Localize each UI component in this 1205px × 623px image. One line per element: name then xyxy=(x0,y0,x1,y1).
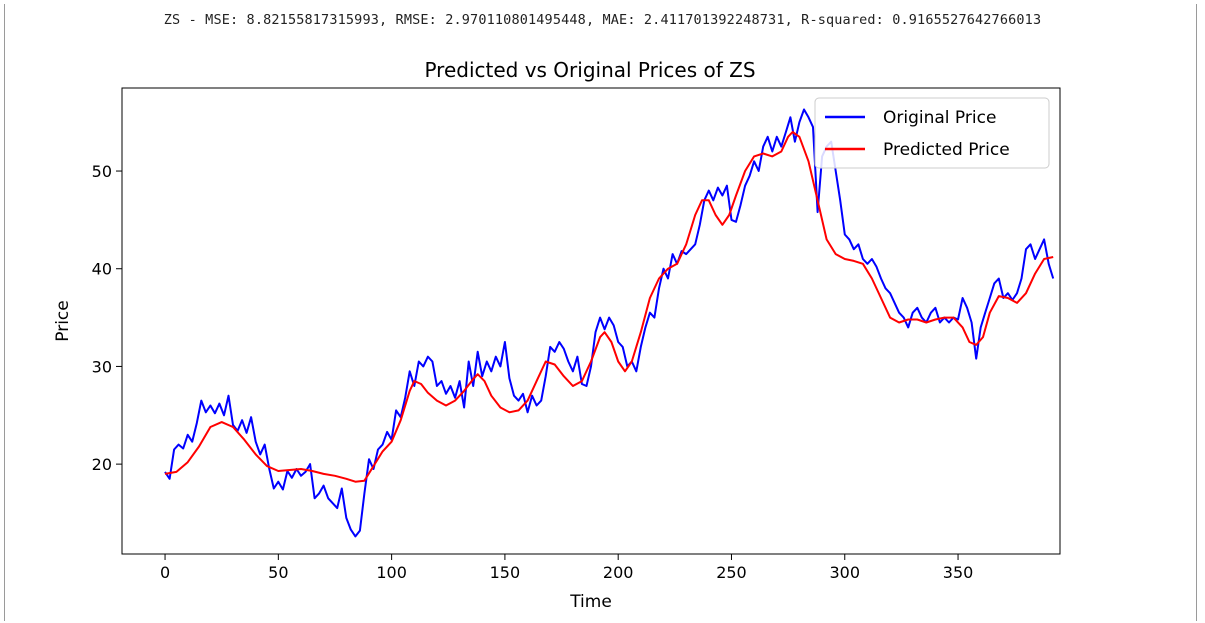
x-tick-label: 0 xyxy=(160,563,170,582)
x-tick-label: 300 xyxy=(829,563,860,582)
x-tick-label: 100 xyxy=(376,563,407,582)
x-axis-label: Time xyxy=(569,592,612,612)
legend-label: Original Price xyxy=(883,108,996,128)
y-tick-label: 40 xyxy=(92,260,112,279)
chart-title: Predicted vs Original Prices of ZS xyxy=(424,58,755,82)
y-tick-label: 30 xyxy=(92,357,112,376)
series-line-predicted-price xyxy=(164,131,1054,483)
y-axis-ticks: 20 30 40 50 xyxy=(92,162,122,474)
x-tick-label: 250 xyxy=(716,563,747,582)
notebook-output-frame xyxy=(4,4,1197,621)
metrics-output-line: ZS - MSE: 8.82155817315993, RMSE: 2.9701… xyxy=(163,12,1042,28)
plot-area xyxy=(164,108,1055,538)
series-line-original-price xyxy=(164,108,1055,538)
y-axis-label: Price xyxy=(53,300,73,341)
legend-label: Predicted Price xyxy=(883,140,1010,160)
x-tick-label: 350 xyxy=(943,563,974,582)
x-tick-label: 200 xyxy=(603,563,634,582)
y-tick-label: 50 xyxy=(92,162,112,181)
chart-legend: Original Price Predicted Price xyxy=(814,97,1050,169)
x-tick-label: 50 xyxy=(268,563,288,582)
x-axis-ticks: 0 50 100 150 200 250 300 350 xyxy=(160,554,973,582)
x-tick-label: 150 xyxy=(490,563,521,582)
axes-frame xyxy=(121,87,1061,555)
y-tick-label: 20 xyxy=(92,455,112,474)
legend-box xyxy=(814,97,1050,169)
